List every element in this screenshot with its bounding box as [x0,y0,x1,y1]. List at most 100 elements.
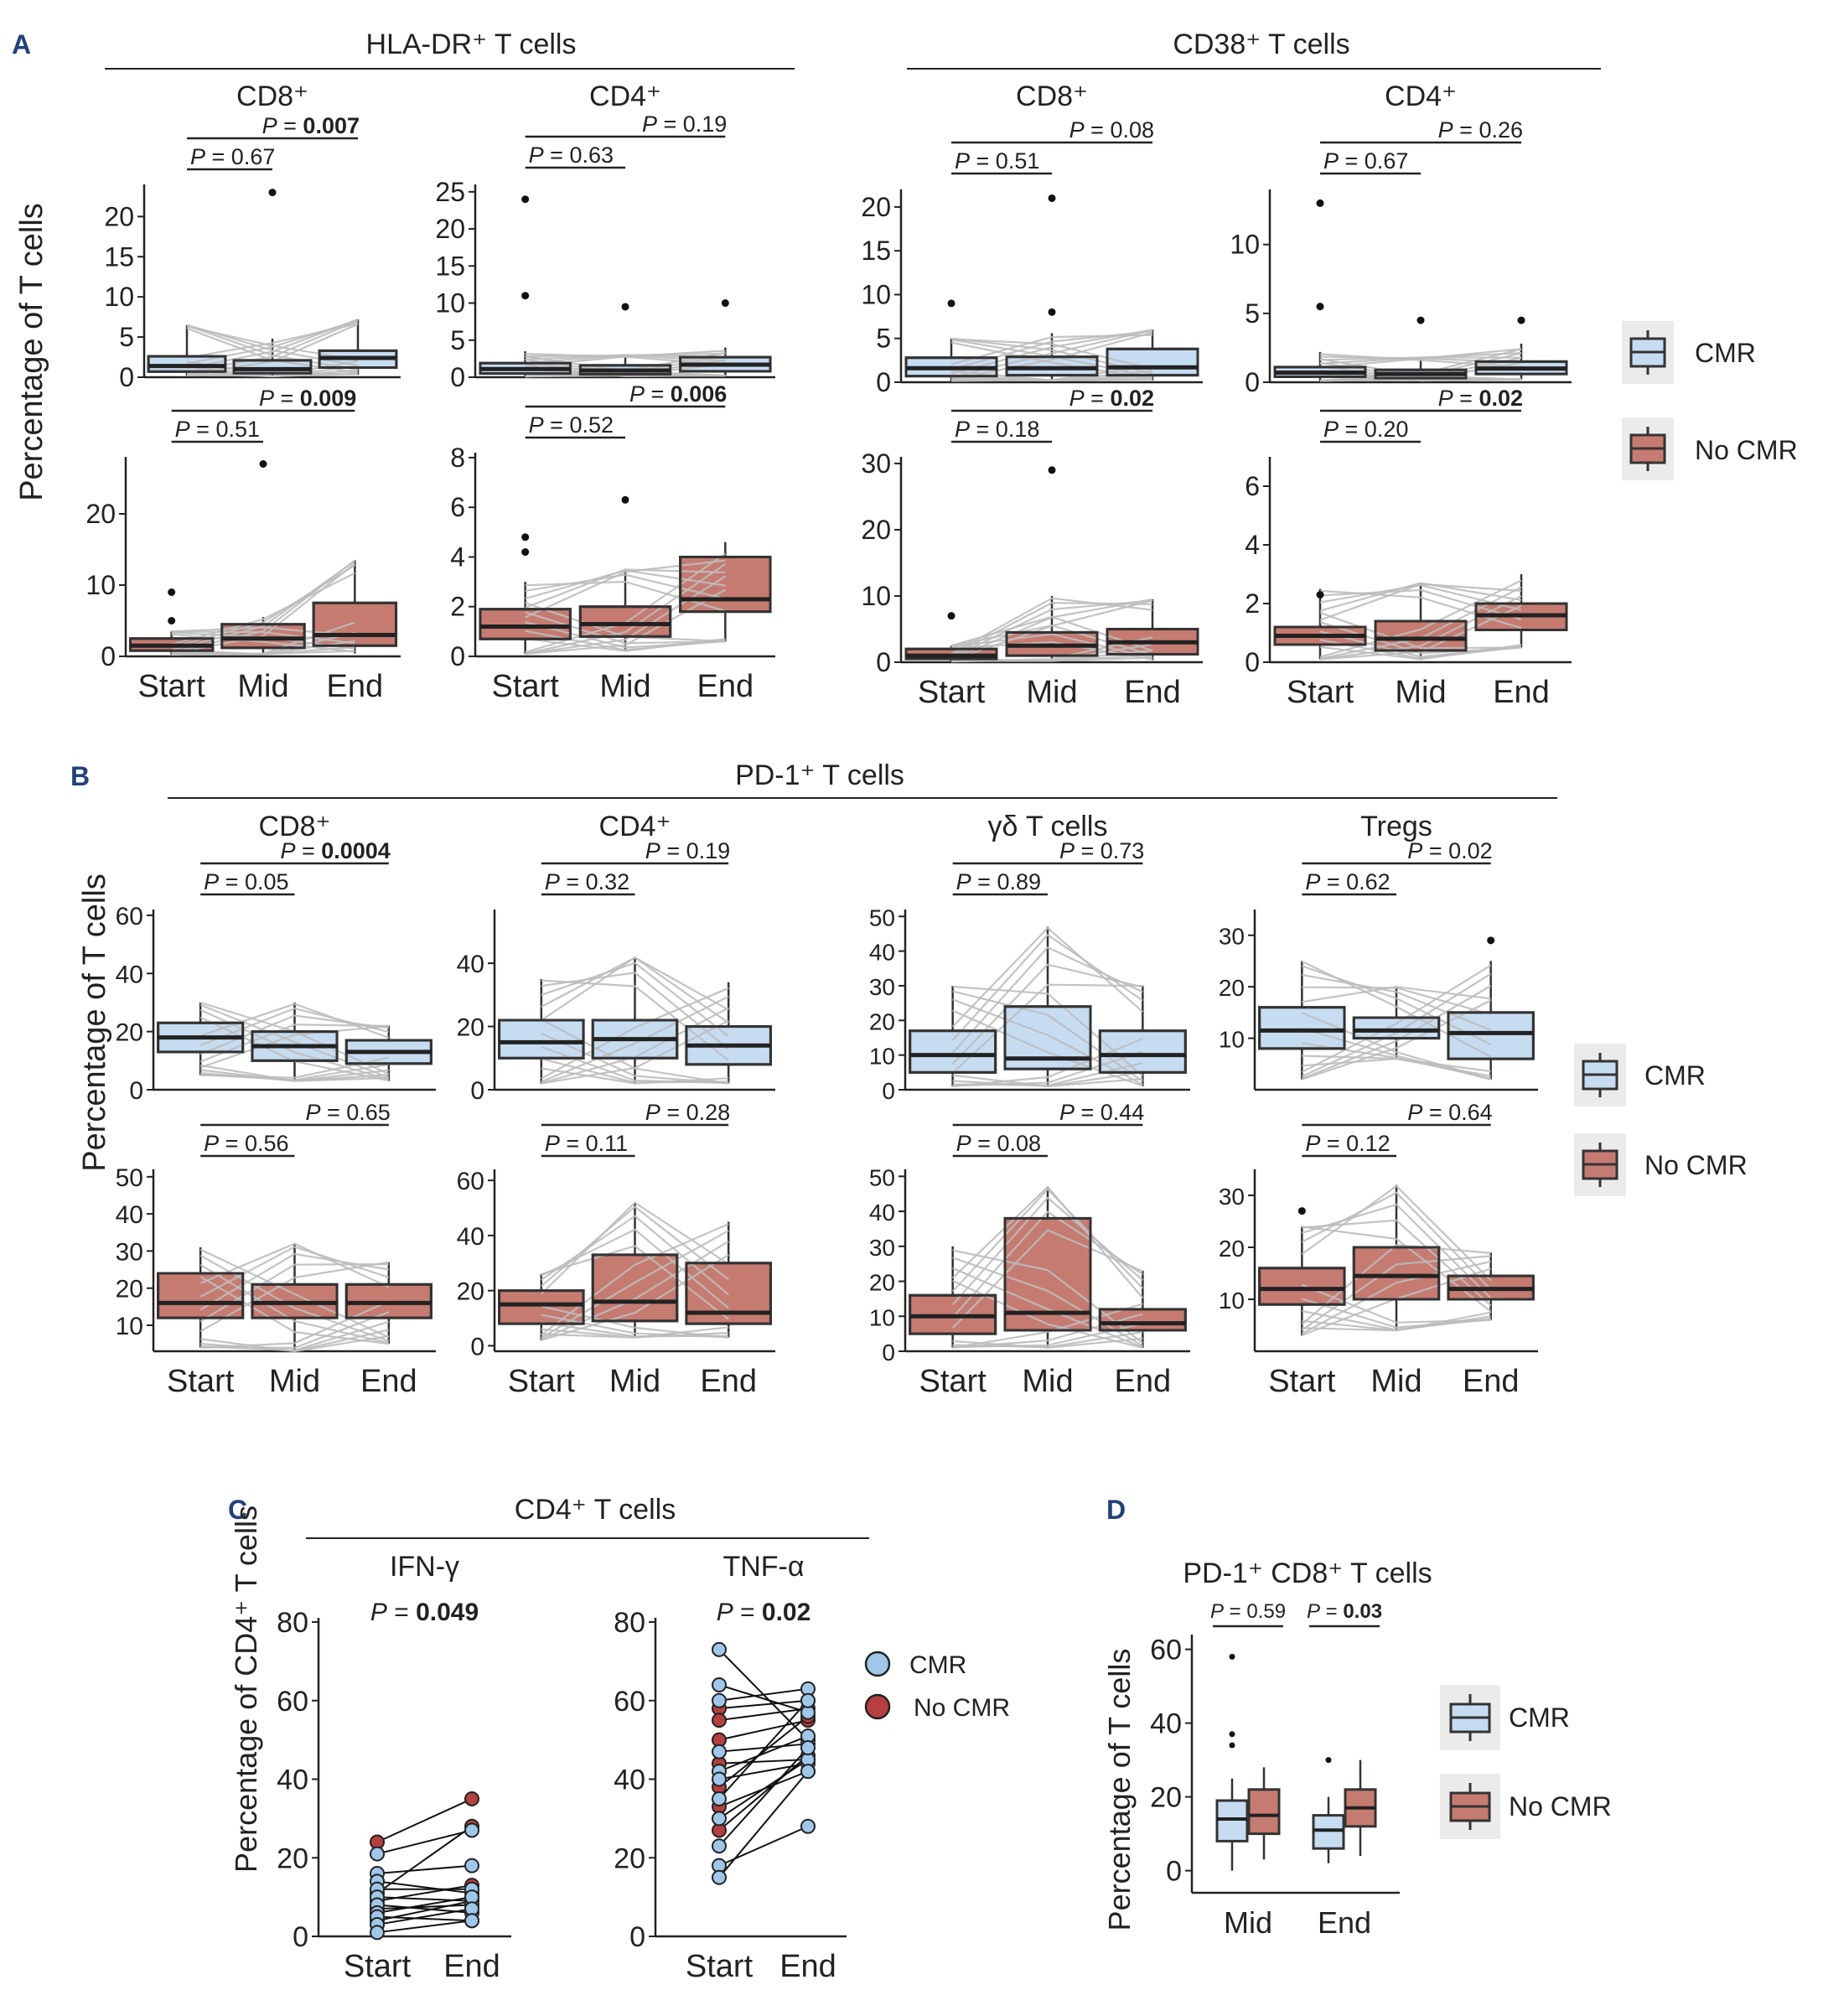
boxplot-B2: 0 20 40 CD4⁺ P = 0.32 P = 0.19 [457,811,775,1105]
subject-line [952,1337,1143,1349]
boxplot-B4: 10 20 30 Tregs P = 0.62 P = 0.02 [1219,811,1538,1091]
outlier-point [621,303,629,311]
y-tick-label: 80 [277,1607,308,1639]
subject-line [718,1699,809,1710]
subject-line [952,1249,1144,1345]
y-tick-label: 6 [450,492,465,522]
y-tick-label: 0 [876,367,891,397]
y-axis-label-c: Percentage of CD4⁺ T cells [229,1506,263,1873]
subject-line [171,560,355,651]
subplot-title: CD8⁺ [236,80,308,112]
y-tick-label: 8 [450,443,465,473]
y-tick-label: 50 [869,904,895,930]
subject-line [525,611,726,645]
subject-line [541,961,729,1038]
x-tick-label: Mid [269,1364,320,1399]
data-point [712,1811,727,1827]
y-tick-label: 10 [861,279,891,309]
subject-line [950,329,1153,375]
subject-line [1301,1184,1492,1282]
pvalue-label: P = 0.51 [175,417,260,442]
x-tick-label: Start [138,669,206,704]
legend-label-cmr: CMR [1695,338,1756,368]
subject-line [541,1253,729,1341]
x-tick-label: End [700,1364,757,1399]
y-tick-label: 80 [614,1607,645,1639]
subplot-title: IFN-γ [390,1551,459,1583]
pvalue-label: P = 0.62 [1305,869,1390,894]
y-tick-label: 40 [277,1765,308,1796]
subject-line [541,1201,729,1295]
y-tick-label: 20 [435,214,465,244]
box-outline [685,1262,772,1325]
subject-line [718,1762,809,1780]
outlier-point [1517,316,1525,324]
y-tick-label: 20 [861,192,891,222]
boxplot-B5: 10 20 30 40 50 Start Mid End P = 0.56 P = 0.65 [116,1100,436,1399]
y-tick-label: 0 [450,641,465,671]
y-tick-label: 40 [1150,1708,1182,1740]
subject-line [1301,965,1492,1046]
pvalue-label: P = 0.44 [1059,1100,1144,1125]
subject-line [1319,583,1522,611]
subject-line [541,1240,729,1340]
data-point [712,1713,727,1728]
y-tick-label: 0 [1245,367,1260,397]
pvalue-label: P = 0.19 [642,111,727,137]
y-tick-label: 30 [861,448,891,479]
pvalue-label: P = 0.11 [545,1131,628,1156]
y-tick-label: 20 [85,499,116,529]
pvalue-label: P = 0.05 [204,869,288,894]
outlier-point [1316,303,1324,311]
pvalue-label: P = 0.02 [717,1599,811,1626]
subject-line [186,318,359,370]
boxplot-A6: 0 2 4 6 8 Start Mid End P = 0.52 P = 0.006 [450,381,775,704]
subject-line [525,568,726,609]
y-tick-label: 10 [116,1313,143,1340]
y-tick-label: 20 [869,1270,895,1296]
box [1247,1788,1281,1836]
y-tick-label: 0 [1166,1856,1182,1888]
outlier-point [1229,1742,1235,1749]
subject-line [199,1024,389,1063]
y-tick-label: 2 [450,592,465,622]
data-point [464,1822,479,1838]
y-tick-label: 40 [116,1201,143,1229]
subject-line [376,1825,473,1894]
pvalue-label: P = 0.67 [1323,148,1408,174]
subject-line [376,1798,473,1843]
y-tick-label: 6 [1245,471,1260,501]
outlier-point [1048,466,1056,474]
legend-label-nocmr: No CMR [914,1694,1010,1722]
y-tick-label: 10 [104,282,134,312]
x-tick-label: End [1115,1364,1172,1399]
box [1215,1799,1249,1842]
y-tick-label: 20 [1219,1236,1245,1262]
subject-line [1302,1203,1492,1299]
outlier-point [721,299,729,308]
y-tick-label: 10 [869,1044,895,1070]
box-outline [157,1272,245,1319]
data-point [712,1677,727,1692]
panel-letter-c: C [228,1495,247,1525]
y-tick-label: 5 [876,324,891,354]
subplot-title: CD4⁺ [1385,80,1457,112]
pvalue-label: P = 0.08 [1069,117,1154,143]
outlier-point [168,617,176,624]
box-outline [498,1289,585,1325]
group-header-pd1: PD-1⁺ T cells [735,759,904,791]
y-tick-label: 15 [861,236,891,266]
subject-line [950,331,1153,381]
subject-line [186,325,359,361]
y-tick-label: 40 [869,940,895,966]
subject-line [1319,352,1522,365]
boxplot-A4: 0 5 10 CD4⁺ P = 0.67 P = 0.26 [1230,80,1572,397]
boxplot-A8: 0 2 4 6 Start Mid End P = 0.20 P = 0.02 [1245,386,1572,710]
subject-line [950,599,1153,659]
y-tick-label: 0 [101,641,116,671]
y-tick-label: 0 [470,1333,484,1360]
legend-key-cmr [1449,1694,1491,1741]
subject-line [951,1185,1144,1299]
x-tick-label: Start [508,1364,576,1399]
